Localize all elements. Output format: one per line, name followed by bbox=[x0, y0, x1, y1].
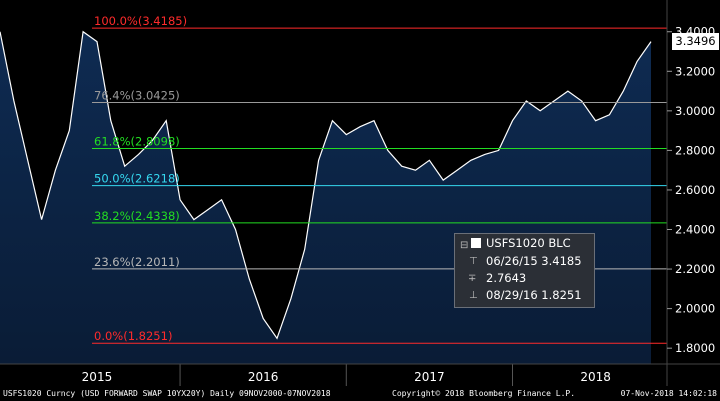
fib-label-6: 0.0%(1.8251) bbox=[94, 329, 172, 343]
series-line bbox=[0, 30, 652, 340]
y-tick-label-5: 2.8000 bbox=[675, 143, 715, 157]
fib-label-1: 76.4%(3.0425) bbox=[94, 88, 180, 102]
x-tick-label-1: 2016 bbox=[248, 370, 279, 384]
y-tick-label-1: 2.0000 bbox=[675, 302, 715, 316]
y-tick-label-4: 2.6000 bbox=[675, 183, 715, 197]
y-tick-label-2: 2.2000 bbox=[675, 262, 715, 276]
fib-label-4: 38.2%(2.4338) bbox=[94, 209, 180, 223]
fib-label-2: 61.8%(2.8098) bbox=[94, 134, 180, 148]
fib-label-5: 23.6%(2.2011) bbox=[94, 255, 180, 269]
x-tick-label-3: 2018 bbox=[580, 370, 611, 384]
y-tick-label-3: 2.4000 bbox=[675, 223, 715, 237]
footer-bar: USFS1020 Curncy (USD FORWARD SWAP 10YX20… bbox=[0, 386, 720, 401]
y-tick-label-6: 3.0000 bbox=[675, 104, 715, 118]
x-tick-label-2: 2017 bbox=[414, 370, 445, 384]
legend-swatch bbox=[471, 238, 481, 248]
x-tick-label-0: 2015 bbox=[82, 370, 113, 384]
legend-row-average: 2.7643 bbox=[486, 271, 527, 285]
footer-timestamp: 07-Nov-2018 14:02:18 bbox=[620, 389, 717, 398]
low-marker-icon: ⊥ bbox=[469, 290, 478, 301]
footer-copyright: Copyright© 2018 Bloomberg Finance L.P. bbox=[392, 389, 576, 398]
legend-title: USFS1020 BLC bbox=[486, 236, 571, 250]
y-tick-label-0: 1.8000 bbox=[675, 341, 715, 355]
footer-security: USFS1020 Curncy (USD FORWARD SWAP 10YX20… bbox=[3, 389, 331, 398]
legend-box[interactable]: ⊟ USFS1020 BLC ⊤ 06/26/15 3.4185 ∓ 2.764… bbox=[454, 233, 595, 308]
average-marker-icon: ∓ bbox=[468, 273, 477, 284]
y-tick-label-7: 3.2000 bbox=[675, 64, 715, 78]
legend-row-low: 08/29/16 1.8251 bbox=[486, 288, 582, 302]
fib-label-0: 100.0%(3.4185) bbox=[94, 14, 187, 28]
collapse-icon[interactable]: ⊟ bbox=[460, 240, 469, 251]
high-marker-icon: ⊤ bbox=[469, 256, 478, 267]
legend-row-high: 06/26/15 3.4185 bbox=[486, 254, 582, 268]
fib-label-3: 50.0%(2.6218) bbox=[94, 172, 180, 186]
last-value-tag: 3.3496 bbox=[672, 33, 719, 50]
